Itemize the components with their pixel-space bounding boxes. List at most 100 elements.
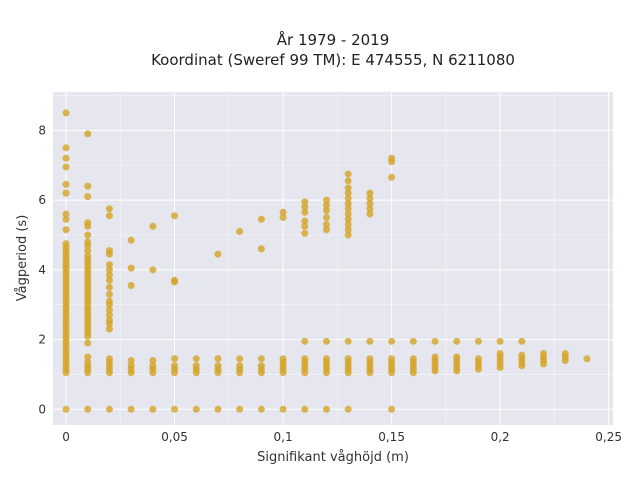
data-point: [301, 229, 309, 237]
data-point: [453, 337, 461, 345]
data-point: [149, 405, 157, 413]
data-point: [431, 353, 439, 361]
data-point: [474, 337, 482, 345]
data-point: [127, 356, 135, 364]
data-point: [149, 222, 157, 230]
data-point: [127, 264, 135, 272]
data-point: [62, 163, 70, 171]
data-point: [171, 362, 179, 370]
data-point: [105, 306, 113, 314]
data-point: [322, 337, 330, 345]
data-point: [322, 196, 330, 204]
data-point: [62, 226, 70, 234]
data-point: [171, 212, 179, 220]
data-point: [496, 350, 504, 358]
data-point: [192, 405, 200, 413]
data-point: [366, 355, 374, 363]
x-tick-label: 0,2: [491, 430, 510, 444]
data-point: [366, 337, 374, 345]
x-axis-title: Signifikant våghöjd (m): [257, 450, 409, 465]
data-point: [431, 337, 439, 345]
y-tick-label: 6: [38, 193, 46, 207]
data-point: [214, 355, 222, 363]
data-point: [322, 355, 330, 363]
data-point: [171, 276, 179, 284]
data-point: [344, 210, 352, 218]
data-point: [84, 339, 92, 347]
data-point: [257, 245, 265, 253]
data-point: [236, 405, 244, 413]
data-point: [127, 282, 135, 290]
data-point: [62, 215, 70, 223]
plot-area: [53, 92, 613, 425]
data-point: [127, 405, 135, 413]
data-point: [105, 405, 113, 413]
data-point: [127, 362, 135, 370]
data-point: [171, 355, 179, 363]
data-point: [62, 154, 70, 162]
data-point: [257, 215, 265, 223]
data-point: [62, 144, 70, 152]
data-point: [279, 214, 287, 222]
data-point: [214, 250, 222, 258]
y-tick-label: 4: [38, 263, 46, 277]
x-axis-ticks: 0 0,05 0,1 0,15 0,2 0,25: [62, 430, 622, 444]
data-point: [322, 214, 330, 222]
data-point: [149, 266, 157, 274]
data-point: [192, 362, 200, 370]
x-tick-label: 0,25: [595, 430, 622, 444]
data-point: [62, 240, 70, 248]
data-point: [301, 198, 309, 206]
data-point: [344, 405, 352, 413]
data-point: [301, 355, 309, 363]
data-point: [171, 405, 179, 413]
chart-title-line-2: Koordinat (Sweref 99 TM): E 474555, N 62…: [151, 51, 515, 69]
x-tick-label: 0,05: [161, 430, 188, 444]
data-point: [344, 194, 352, 202]
x-tick-label: 0: [62, 430, 70, 444]
data-point: [518, 351, 526, 359]
data-point: [236, 355, 244, 363]
data-point: [105, 355, 113, 363]
data-point: [344, 215, 352, 223]
data-point: [62, 180, 70, 188]
data-point: [279, 355, 287, 363]
data-point: [105, 297, 113, 305]
data-point: [105, 325, 113, 333]
data-point: [214, 405, 222, 413]
data-point: [105, 311, 113, 319]
data-point: [453, 353, 461, 361]
data-point: [388, 355, 396, 363]
data-point: [366, 205, 374, 213]
x-tick-label: 0,15: [378, 430, 405, 444]
data-point: [344, 200, 352, 208]
data-point: [62, 109, 70, 117]
data-point: [496, 337, 504, 345]
data-point: [474, 355, 482, 363]
data-point: [192, 355, 200, 363]
data-point: [366, 189, 374, 197]
data-point: [105, 271, 113, 279]
data-point: [583, 355, 591, 363]
data-point: [84, 238, 92, 246]
data-point: [84, 252, 92, 260]
data-point: [84, 193, 92, 201]
data-point: [322, 226, 330, 234]
data-point: [301, 217, 309, 225]
data-point: [105, 283, 113, 291]
data-point: [105, 261, 113, 269]
y-axis-ticks: 0 2 4 6 8: [38, 123, 46, 416]
data-point: [344, 170, 352, 178]
data-point: [279, 208, 287, 216]
data-points: [62, 109, 591, 413]
data-point: [301, 337, 309, 345]
data-point: [344, 205, 352, 213]
data-point: [388, 337, 396, 345]
data-point: [388, 154, 396, 162]
data-point: [105, 247, 113, 255]
data-point: [388, 173, 396, 181]
data-point: [366, 210, 374, 218]
data-point: [84, 219, 92, 227]
data-point: [84, 247, 92, 255]
chart-title-line-1: År 1979 - 2019: [277, 30, 390, 49]
